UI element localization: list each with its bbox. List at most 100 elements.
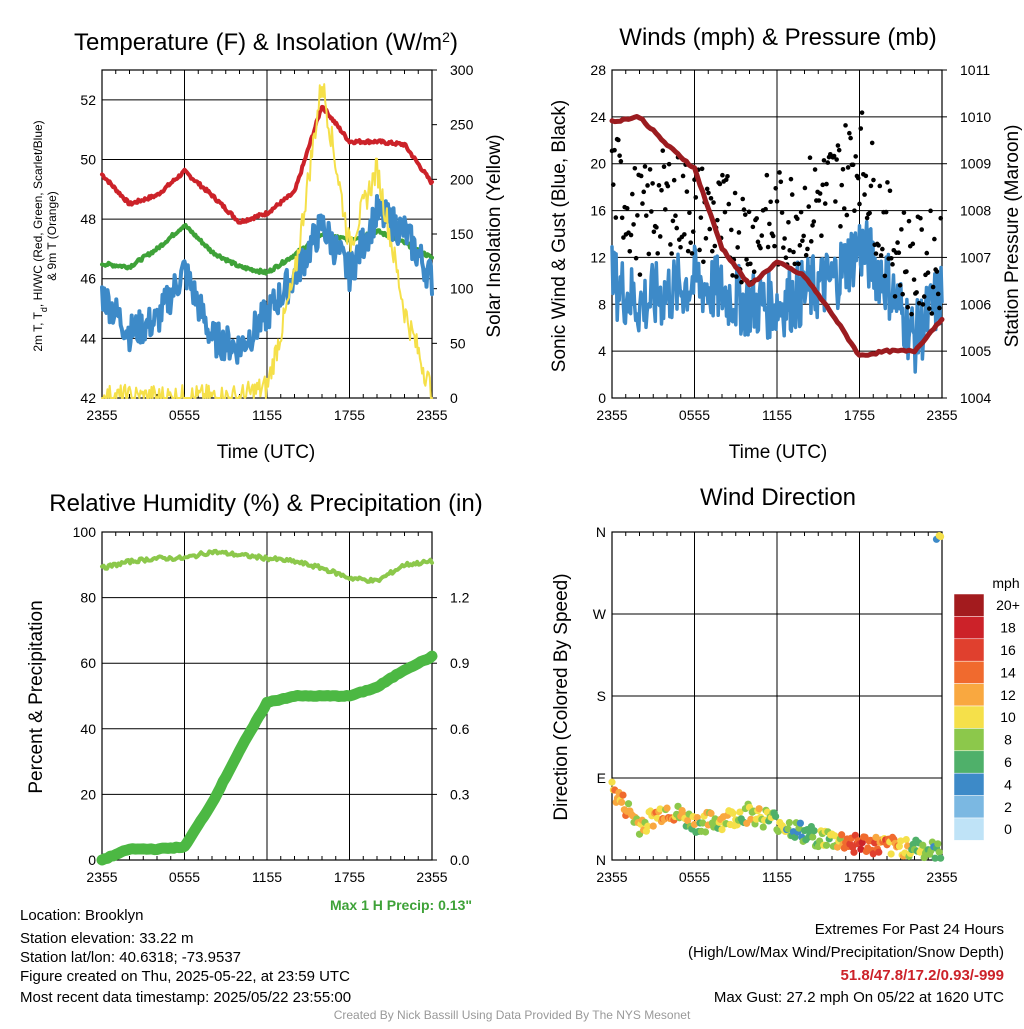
y-tick-label: 42 <box>80 390 96 406</box>
gust-point <box>858 126 864 131</box>
gust-point <box>890 262 895 267</box>
direction-point <box>663 804 671 812</box>
gust-point <box>869 140 875 146</box>
gust-point <box>808 239 814 244</box>
gust-point <box>674 225 680 231</box>
wind-direction-title: Wind Direction <box>700 484 856 511</box>
gust-point <box>617 153 622 158</box>
temperature-ylabel-right: Solar Insolation (Yellow) <box>484 134 505 337</box>
gust-point <box>707 226 713 232</box>
series-solar-insolation <box>101 83 433 399</box>
gust-point <box>938 215 944 221</box>
gust-point <box>610 182 616 187</box>
y-tick-label: W <box>593 606 607 622</box>
gust-point <box>778 179 784 185</box>
gust-point <box>935 291 941 297</box>
gust-point <box>878 253 884 258</box>
direction-point <box>718 826 726 834</box>
right-tick-label: 1.2 <box>450 590 470 606</box>
y-tick-label: 52 <box>80 92 96 108</box>
gust-point <box>726 201 732 207</box>
gust-point <box>729 227 734 233</box>
gust-point <box>755 239 761 245</box>
gust-point <box>867 210 872 216</box>
y-tick-label: E <box>597 770 606 786</box>
series-precipitation <box>96 650 438 866</box>
max-gust-text: Max Gust: 27.2 mph On 05/22 at 1620 UTC <box>714 989 1004 1006</box>
gust-point <box>824 181 829 187</box>
direction-point <box>934 840 942 848</box>
right-tick-label: 1005 <box>960 343 991 359</box>
gust-point <box>805 246 810 252</box>
x-tick-label: 1155 <box>762 407 792 423</box>
x-tick-label: 2355 <box>926 869 957 885</box>
gust-point <box>670 218 676 224</box>
direction-point <box>656 805 664 813</box>
gust-point <box>883 209 889 215</box>
gust-point <box>901 210 907 215</box>
gust-point <box>892 294 898 299</box>
gust-point <box>703 236 709 241</box>
gust-point <box>720 172 725 178</box>
gust-point <box>764 172 770 178</box>
y-tick-label: 0 <box>88 852 96 868</box>
direction-point <box>747 815 755 823</box>
gust-point <box>843 123 848 128</box>
humidity-ylabel-left: Percent & Precipitation <box>26 600 47 793</box>
y-tick-label: 100 <box>73 524 97 540</box>
gust-point <box>612 147 617 153</box>
colorbar-label: 18 <box>1000 620 1016 636</box>
direction-point <box>736 808 744 816</box>
colorbar-label: 8 <box>1004 732 1012 748</box>
gust-point <box>633 255 639 261</box>
direction-point <box>872 833 880 841</box>
gust-point <box>930 284 936 290</box>
extremes-info: Extremes For Past 24 Hours (High/Low/Max… <box>688 921 1004 1006</box>
gust-point <box>779 210 785 215</box>
gust-point <box>774 199 780 204</box>
gust-point <box>621 235 626 240</box>
gust-point <box>711 200 716 205</box>
gust-point <box>900 291 905 297</box>
gust-point <box>919 227 924 232</box>
direction-point <box>851 831 859 839</box>
location-text: Location: Brooklyn <box>20 907 143 924</box>
gust-point <box>750 224 756 230</box>
direction-point <box>690 820 699 829</box>
gust-point <box>619 215 625 221</box>
recent-data-text: Most recent data timestamp: 2025/05/22 2… <box>20 989 351 1006</box>
gust-point <box>786 219 791 225</box>
gust-point <box>838 224 843 229</box>
gust-point <box>657 234 663 239</box>
direction-point <box>759 823 767 831</box>
gust-point <box>821 158 827 163</box>
right-tick-label: 0.0 <box>450 852 470 868</box>
gust-point <box>841 206 847 211</box>
gust-point <box>803 252 809 258</box>
gust-point <box>666 161 672 167</box>
x-tick-label: 2355 <box>596 869 627 885</box>
colorbar-swatch <box>953 795 985 819</box>
gust-point <box>825 160 831 165</box>
colorbar-swatch <box>953 638 985 662</box>
y-tick-label: 4 <box>598 343 606 359</box>
direction-point <box>869 850 877 858</box>
gust-point <box>746 209 752 215</box>
gust-point <box>665 183 671 189</box>
colorbar-swatch <box>953 750 985 774</box>
temperature-ylabel-left-line2: & 9m T (Orange) <box>45 191 59 281</box>
gust-point <box>645 183 650 188</box>
gust-point <box>744 257 749 262</box>
gust-point <box>840 167 846 172</box>
gust-point <box>655 251 660 256</box>
credit-text: Created By Nick Bassill Using Data Provi… <box>334 1008 691 1022</box>
temperature-title: Temperature (F) & Insolation (W/m2) <box>74 29 458 56</box>
right-tick-label: 0.9 <box>450 655 470 671</box>
gust-point <box>910 241 916 247</box>
y-tick-label: 0 <box>598 390 606 406</box>
gust-point <box>839 182 845 188</box>
gust-point <box>682 232 687 237</box>
gust-point <box>834 157 839 162</box>
direction-point <box>850 848 858 856</box>
x-tick-label: 1155 <box>252 407 282 423</box>
